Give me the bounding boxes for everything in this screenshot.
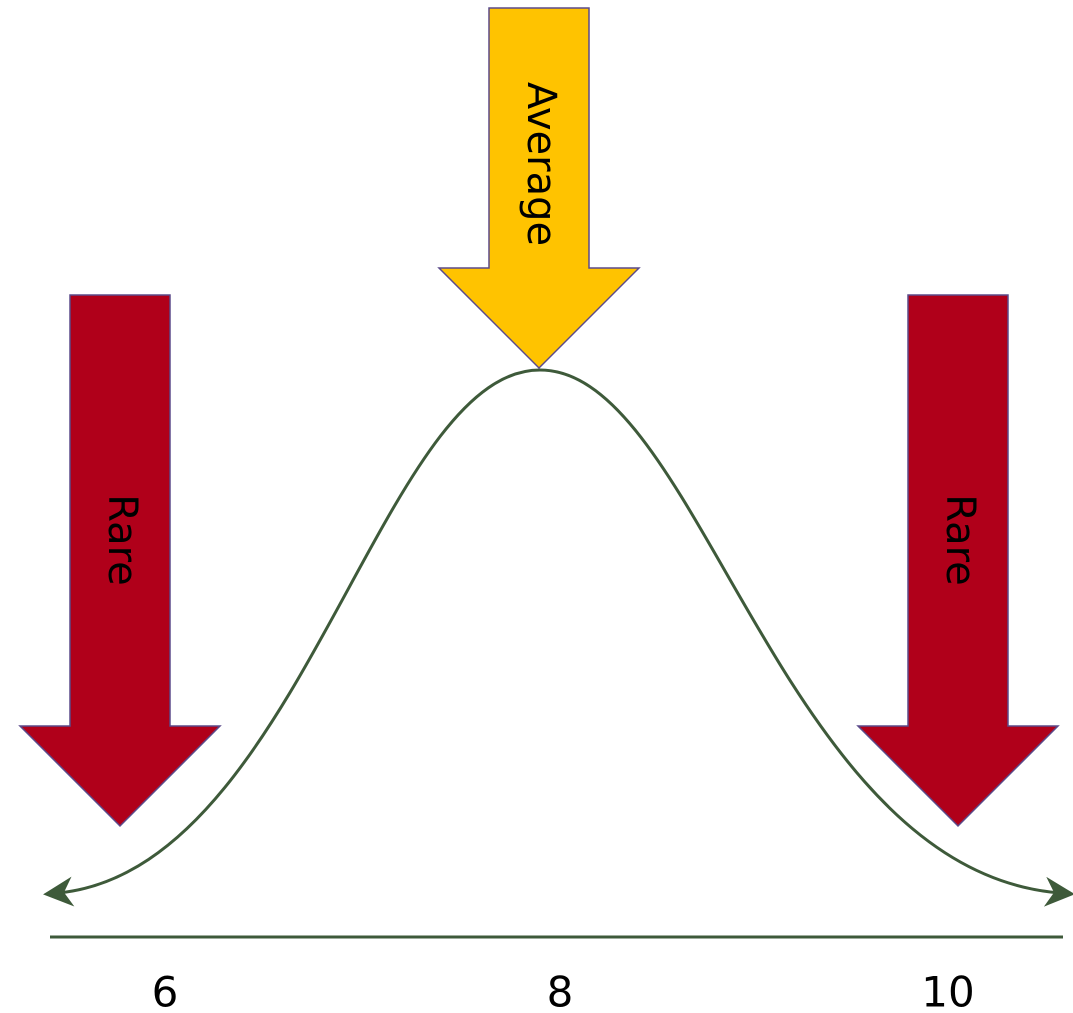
right-rare-arrow: Rare	[856, 294, 1060, 828]
bell-curve	[43, 368, 1073, 907]
left-rare-arrow: Rare	[18, 294, 222, 828]
right-arrow-label: Rare	[937, 494, 983, 586]
right-arrow-shape	[856, 294, 1060, 828]
center-average-arrow: Average	[437, 7, 641, 370]
center-arrow-shape	[437, 7, 641, 370]
tick-label-6: 6	[152, 968, 179, 1013]
left-arrow-label: Rare	[99, 494, 145, 586]
tick-label-8: 8	[547, 968, 574, 1013]
left-arrow-shape	[18, 294, 222, 828]
center-arrow-label: Average	[518, 82, 564, 246]
tick-label-10: 10	[921, 968, 974, 1013]
